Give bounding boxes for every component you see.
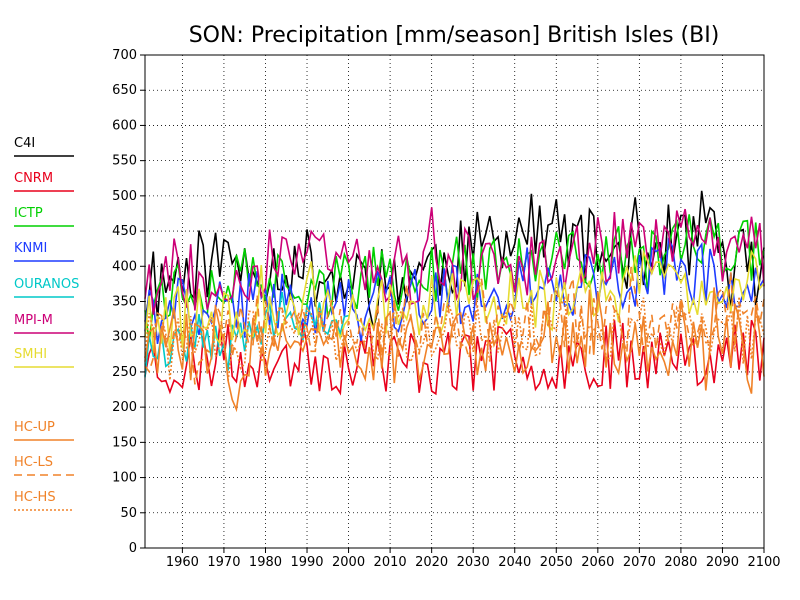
x-tick-label: 1990	[290, 555, 323, 570]
y-tick-label: 400	[112, 259, 137, 274]
series-line-smhi	[144, 249, 765, 355]
legend: C4I CNRM ICTP KNMI OURANOS MPI-M SMHI HC-UP HC-L…	[14, 136, 79, 511]
x-tick-label: 2020	[415, 555, 448, 570]
y-tick-label: 100	[112, 471, 137, 486]
x-tick-label: 2000	[332, 555, 365, 570]
legend-label-ictp: ICTP	[14, 206, 43, 221]
legend-label-hc-ls: HC-LS	[14, 455, 53, 470]
y-tick-label: 150	[112, 435, 137, 450]
y-tick-label: 50	[120, 506, 137, 521]
y-tick-label: 450	[112, 224, 137, 239]
x-tick-label: 2010	[374, 555, 407, 570]
series-line-cnrm	[144, 319, 765, 396]
x-tick-label: 2060	[581, 555, 614, 570]
x-tick-label: 2050	[540, 555, 573, 570]
x-tick-label: 1960	[166, 555, 199, 570]
y-tick-label: 700	[112, 48, 137, 63]
x-tick-label: 2090	[706, 555, 739, 570]
series-line-hc-hs	[144, 296, 765, 382]
x-tick-label: 1970	[207, 555, 240, 570]
legend-label-hc-up: HC-UP	[14, 420, 55, 435]
y-ticks: 0 50 100 150 200 250 300 350 400 450 500 550 600 650 7…	[112, 48, 145, 556]
legend-label-knmi: KNMI	[14, 241, 47, 256]
legend-label-cnrm: CNRM	[14, 171, 53, 186]
series-line-hc-ls	[144, 266, 765, 385]
series-line-mpi-m	[144, 207, 765, 315]
y-tick-label: 350	[112, 295, 137, 310]
x-tick-label: 1980	[249, 555, 282, 570]
y-tick-label: 650	[112, 83, 137, 98]
y-tick-label: 500	[112, 189, 137, 204]
legend-label-hc-hs: HC-HS	[14, 490, 56, 505]
y-tick-label: 600	[112, 118, 137, 133]
series-layer	[144, 190, 765, 413]
x-tick-label: 2040	[498, 555, 531, 570]
x-ticks: 1960 1970 1980 1990 2000 2010 2020 2030 2040 2050…	[166, 548, 781, 570]
y-tick-label: 200	[112, 400, 137, 415]
series-line-hc-up	[144, 287, 765, 413]
chart-title: SON: Precipitation [mm/season] British I…	[189, 23, 720, 48]
y-tick-label: 300	[112, 330, 137, 345]
legend-label-mpi-m: MPI-M	[14, 313, 53, 328]
x-tick-label: 2030	[457, 555, 490, 570]
x-tick-label: 2100	[747, 555, 780, 570]
y-tick-label: 0	[129, 541, 137, 556]
y-tick-label: 550	[112, 154, 137, 169]
x-tick-label: 2070	[623, 555, 656, 570]
legend-label-c4i: C4I	[14, 136, 35, 151]
legend-label-smhi: SMHI	[14, 347, 47, 362]
y-tick-label: 250	[112, 365, 137, 380]
legend-label-ouranos: OURANOS	[14, 277, 79, 292]
x-tick-label: 2080	[664, 555, 697, 570]
